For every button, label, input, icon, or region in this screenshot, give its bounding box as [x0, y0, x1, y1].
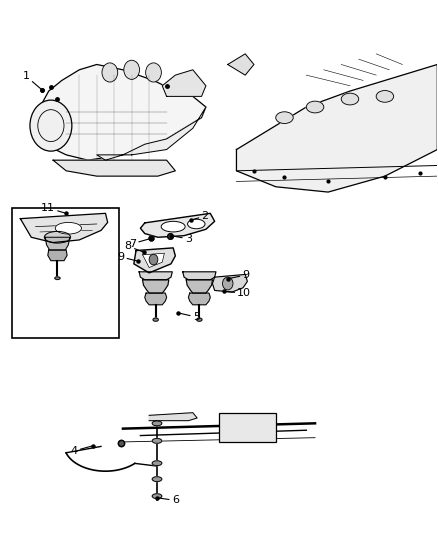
Polygon shape	[149, 413, 197, 421]
Ellipse shape	[153, 318, 158, 321]
Ellipse shape	[55, 222, 81, 234]
Text: 8: 8	[125, 241, 144, 252]
Ellipse shape	[55, 277, 60, 279]
Ellipse shape	[376, 91, 394, 102]
Circle shape	[124, 60, 140, 79]
Ellipse shape	[44, 231, 71, 243]
Text: 1: 1	[22, 71, 42, 90]
Text: 10: 10	[224, 288, 251, 298]
Bar	[12, 208, 119, 338]
Ellipse shape	[152, 477, 162, 481]
Text: 9: 9	[117, 252, 138, 262]
Ellipse shape	[187, 219, 205, 229]
Text: 7: 7	[129, 238, 151, 248]
Ellipse shape	[152, 494, 162, 498]
Polygon shape	[134, 248, 175, 273]
Text: 6: 6	[157, 495, 179, 505]
Polygon shape	[20, 213, 108, 243]
Polygon shape	[162, 70, 206, 96]
Polygon shape	[145, 293, 166, 305]
Polygon shape	[143, 253, 164, 268]
Polygon shape	[141, 213, 215, 237]
Circle shape	[146, 63, 161, 82]
Bar	[219, 413, 276, 442]
Text: 9: 9	[228, 270, 250, 280]
Polygon shape	[143, 280, 169, 293]
Ellipse shape	[197, 318, 202, 321]
Polygon shape	[48, 250, 67, 261]
Text: 3: 3	[171, 234, 192, 244]
Circle shape	[149, 254, 158, 265]
Ellipse shape	[341, 93, 359, 105]
Polygon shape	[53, 160, 175, 176]
Polygon shape	[35, 64, 206, 160]
Circle shape	[30, 100, 72, 151]
Circle shape	[223, 277, 233, 290]
Polygon shape	[237, 64, 437, 192]
Ellipse shape	[152, 439, 162, 443]
Ellipse shape	[152, 461, 162, 466]
Text: 11: 11	[41, 203, 66, 213]
Polygon shape	[186, 280, 212, 293]
Circle shape	[102, 63, 118, 82]
Ellipse shape	[152, 421, 162, 426]
Polygon shape	[183, 272, 216, 280]
Polygon shape	[188, 293, 210, 305]
Ellipse shape	[276, 112, 293, 124]
Polygon shape	[97, 107, 206, 160]
Polygon shape	[212, 274, 247, 292]
Ellipse shape	[306, 101, 324, 113]
Ellipse shape	[161, 221, 185, 232]
Polygon shape	[139, 272, 172, 280]
Text: 5: 5	[177, 312, 200, 322]
Text: 4: 4	[71, 446, 93, 456]
Polygon shape	[228, 54, 254, 75]
Polygon shape	[45, 237, 70, 250]
Text: 2: 2	[191, 211, 208, 221]
